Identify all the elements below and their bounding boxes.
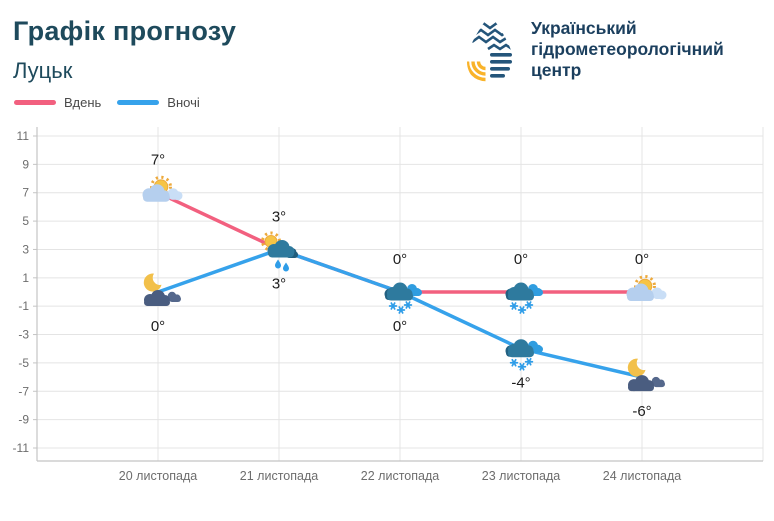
night-temp-label: 0°	[393, 318, 407, 335]
y-axis-label: -3	[18, 328, 29, 342]
y-axis-label: 3	[22, 242, 29, 256]
x-axis-label: 21 листопада	[240, 469, 318, 483]
y-axis-label: 7	[22, 186, 29, 200]
night-temp-label: 0°	[151, 318, 165, 335]
sun-cloud-icon	[626, 275, 667, 301]
org-name: Український гідрометеорологічний центр	[531, 12, 724, 81]
y-axis-label: -7	[18, 384, 29, 398]
snow-cloud-icon	[384, 282, 422, 314]
x-axis-label: 22 листопада	[361, 469, 439, 483]
page-title: Графік прогнозу	[13, 16, 237, 46]
sun-cloud-icon	[142, 175, 183, 202]
org-logo: Український гідрометеорологічний центр	[462, 12, 724, 88]
day-temp-label: 7°	[151, 152, 165, 169]
moon-cloud-icon	[143, 273, 181, 306]
night-data-point[interactable]	[515, 343, 527, 355]
x-axis-label: 23 листопада	[482, 469, 560, 483]
page-header: Графік прогнозу Луцьк	[13, 16, 236, 84]
chart-legend: Вдень Вночі	[14, 95, 200, 110]
x-axis-label: 24 листопада	[603, 469, 681, 483]
snow-cloud-icon	[505, 282, 543, 314]
day-data-point[interactable]	[152, 187, 164, 199]
night-data-point[interactable]	[636, 371, 648, 383]
y-axis-label: -5	[18, 356, 29, 370]
day-temp-label: 3°	[272, 208, 286, 225]
night-temp-label: -6°	[632, 403, 651, 420]
day-temp-label: 0°	[393, 251, 407, 268]
y-axis-label: 9	[22, 157, 29, 171]
night-temp-label: -4°	[511, 375, 530, 392]
night-data-point[interactable]	[273, 243, 285, 255]
snow-cloud-icon	[505, 339, 543, 371]
logo-droplet-icon	[467, 13, 513, 85]
day-line-swatch	[14, 100, 56, 105]
moon-cloud-icon	[627, 358, 665, 392]
y-axis-label: -1	[18, 299, 29, 313]
org-name-line3: центр	[531, 60, 582, 80]
night-data-point[interactable]	[394, 286, 406, 298]
day-data-point[interactable]	[636, 286, 648, 298]
day-temp-label: 0°	[514, 251, 528, 268]
y-axis-label: -9	[18, 413, 29, 427]
night-data-point[interactable]	[152, 286, 164, 298]
y-axis-label: -11	[13, 441, 30, 455]
sun-rain-cloud-icon	[261, 231, 298, 272]
x-axis-label: 20 листопада	[119, 469, 197, 483]
org-name-line1: Український	[531, 18, 637, 38]
y-axis-label: 1	[22, 271, 29, 285]
legend-item-day[interactable]: Вдень	[14, 95, 101, 110]
legend-label-day: Вдень	[64, 95, 102, 110]
y-axis-label: 11	[17, 129, 30, 143]
city-subtitle: Луцьк	[13, 58, 73, 83]
legend-item-night[interactable]: Вночі	[117, 95, 200, 110]
night-line-swatch	[117, 100, 160, 105]
day-temp-label: 0°	[635, 251, 649, 268]
org-name-line2: гідрометеорологічний	[531, 39, 724, 59]
night-temp-label: 3°	[272, 275, 286, 292]
legend-label-night: Вночі	[167, 95, 200, 110]
day-data-point[interactable]	[515, 286, 527, 298]
y-axis-label: 5	[22, 214, 29, 228]
